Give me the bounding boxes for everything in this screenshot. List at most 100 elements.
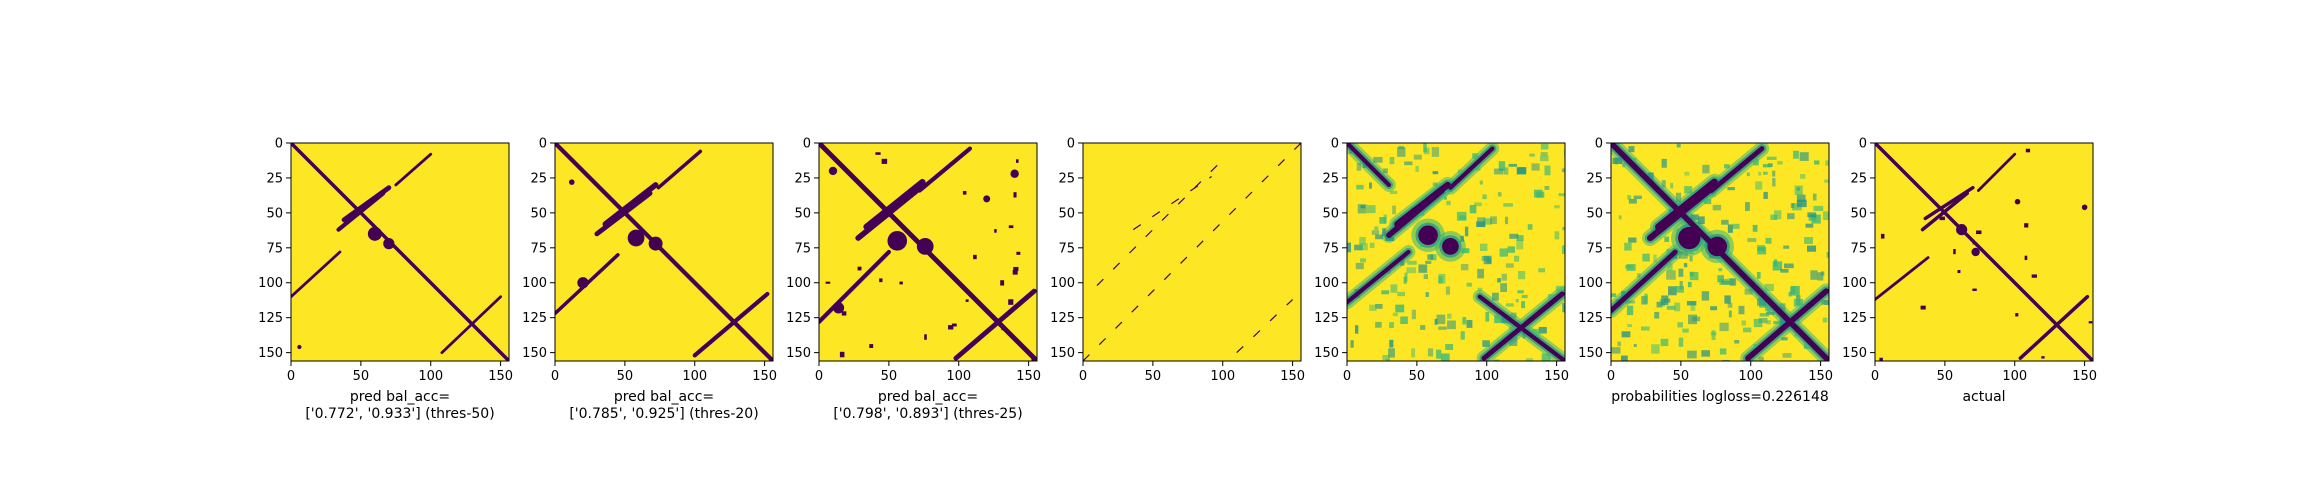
heatmap-speckle <box>1503 167 1509 175</box>
heatmap-speckle <box>1431 147 1440 157</box>
heatmap-speckle <box>1008 225 1014 229</box>
heatmap-speckle <box>1001 325 1006 331</box>
heatmap-speckle <box>1807 245 1817 252</box>
heatmap-speckle <box>1644 293 1648 304</box>
heatmap-speckle <box>1404 161 1413 166</box>
heatmap-blob <box>887 231 908 251</box>
heatmap-speckle <box>1407 260 1417 265</box>
heatmap-speckle <box>1540 152 1548 157</box>
heatmap-panel-7: 0 50 100 150 0 25 50 75 100 125 150 actual <box>1842 137 2097 406</box>
y-tick-label: 0 <box>1331 137 1339 152</box>
heatmap-speckle <box>1375 234 1383 240</box>
heatmap-speckle <box>1392 312 1398 317</box>
heatmap-speckle <box>1648 172 1654 181</box>
heatmap-panel-6: 0 50 100 150 0 25 50 75 100 125 150 probabilities l… <box>1578 137 1833 406</box>
heatmap-blob <box>367 226 382 241</box>
heatmap-speckle <box>1651 344 1660 354</box>
heatmap-speckle <box>1770 214 1778 220</box>
heatmap-speckle <box>1415 165 1419 173</box>
heatmap-speckle <box>1679 281 1683 290</box>
heatmap-speckle <box>1753 318 1763 328</box>
x-tick-label: 0 <box>1343 369 1351 384</box>
heatmap-speckle <box>1765 305 1768 312</box>
heatmap-speckle <box>899 281 903 285</box>
heatmap-speckle <box>1793 150 1799 159</box>
heatmap-speckle <box>1385 236 1395 242</box>
heatmap-speckle <box>1483 255 1492 265</box>
heatmap-speckle <box>1666 248 1670 257</box>
heatmap-speckle <box>1782 353 1792 358</box>
heatmap-speckle <box>1373 156 1383 163</box>
heatmap-speckle <box>1013 192 1017 198</box>
heatmap-speckle <box>879 278 883 283</box>
heatmap-panel-4: 0 50 100 150 0 25 50 75 100 125 150 <box>1050 137 1305 385</box>
heatmap-speckle <box>1385 358 1391 361</box>
heatmap-speckle <box>1479 243 1488 252</box>
heatmap-speckle <box>1721 280 1730 285</box>
heatmap-blob <box>568 179 575 185</box>
y-tick-label: 75 <box>530 241 547 256</box>
heatmap-speckle <box>1622 163 1626 168</box>
heatmap-speckle <box>1678 337 1684 347</box>
heatmap-speckle <box>1625 265 1634 269</box>
heatmap-speckle <box>1719 348 1727 355</box>
heatmap-speckle <box>1624 242 1632 251</box>
heatmap-speckle <box>1787 213 1795 220</box>
heatmap-speckle <box>1359 243 1368 251</box>
heatmap-speckle <box>1752 224 1758 232</box>
heatmap-speckle <box>1617 341 1622 347</box>
y-tick-label: 125 <box>1314 311 1339 326</box>
heatmap-speckle <box>1824 179 1829 183</box>
heatmap-speckle <box>1666 270 1676 280</box>
heatmap-speckle <box>1359 236 1366 245</box>
heatmap-speckle <box>841 311 847 316</box>
heatmap-speckle <box>1425 292 1429 297</box>
y-tick-label: 75 <box>1586 241 1603 256</box>
heatmap-speckle <box>1414 212 1425 216</box>
heatmap-speckle <box>1724 164 1730 169</box>
heatmap-contact-band <box>863 178 926 230</box>
heatmap-speckle <box>1712 204 1722 211</box>
heatmap-speckle <box>1420 325 1426 330</box>
heatmap-speckle <box>1561 245 1565 254</box>
heatmap-panel-3: 0 50 100 150 0 25 50 75 100 125 150 pred bal_acc= ['… <box>786 137 1041 423</box>
heatmap-speckle <box>1880 233 1885 239</box>
x-tick-label: 0 <box>1607 369 1615 384</box>
heatmap-speckle <box>1796 194 1806 202</box>
heatmap-speckle <box>1517 290 1524 294</box>
heatmap-speckle <box>1772 178 1776 187</box>
heatmap-contact-band <box>1611 249 1678 314</box>
heatmap-speckle <box>1356 184 1364 190</box>
heatmap-speckle <box>994 229 997 233</box>
heatmap-contact-band <box>1646 187 1712 242</box>
y-tick-label: 50 <box>266 206 283 221</box>
y-tick-label: 50 <box>1322 206 1339 221</box>
heatmap-speckle <box>1529 153 1535 157</box>
heatmap-speckle <box>1436 349 1442 359</box>
y-tick-label: 25 <box>794 171 811 186</box>
heatmap-speckle <box>1790 285 1800 296</box>
heatmap-speckle <box>1420 239 1424 247</box>
x-tick-label: 0 <box>1079 369 1087 384</box>
heatmap-speckle <box>1783 263 1794 269</box>
heatmap-speckle <box>1633 195 1642 200</box>
heatmap-speckle <box>1745 202 1750 211</box>
heatmap-blob <box>983 195 991 203</box>
heatmap-speckle <box>1501 273 1507 281</box>
heatmap-blob <box>627 229 645 247</box>
x-tick-label: 50 <box>617 369 634 384</box>
heatmap-speckle <box>1727 302 1733 308</box>
heatmap-speckle <box>1509 233 1519 239</box>
y-tick-label: 100 <box>522 276 547 291</box>
y-tick-label: 0 <box>1067 137 1075 152</box>
heatmap-speckle <box>1621 331 1631 338</box>
heatmap-speckle <box>1721 359 1730 361</box>
heatmap-speckle <box>1675 192 1682 203</box>
heatmap-speckle <box>1497 278 1501 283</box>
heatmap-speckle <box>1430 254 1437 261</box>
heatmap-speckle <box>1758 317 1768 324</box>
heatmap-speckle <box>1627 324 1633 328</box>
heatmap-speckle <box>1976 230 1982 235</box>
heatmap-speckle <box>2041 356 2045 359</box>
x-tick-label: 150 <box>1016 369 1041 384</box>
